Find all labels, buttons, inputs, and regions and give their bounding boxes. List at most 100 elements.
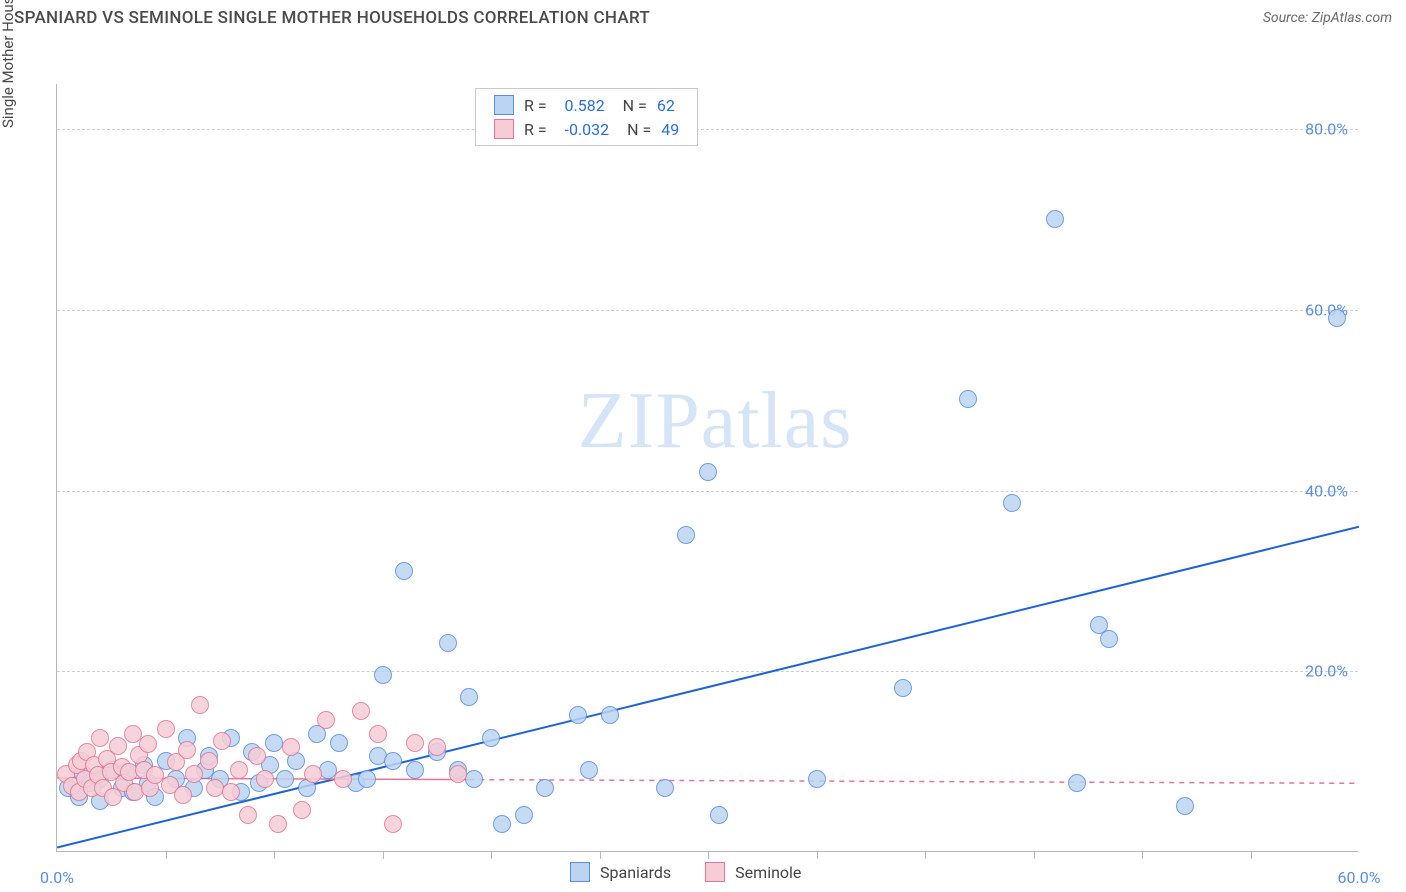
series-legend-item: Spaniards bbox=[570, 862, 671, 882]
gridline bbox=[57, 129, 1358, 130]
data-point bbox=[808, 770, 826, 788]
data-point bbox=[91, 729, 109, 747]
x-tick-label: 0.0% bbox=[40, 868, 74, 887]
data-point bbox=[369, 725, 387, 743]
data-point bbox=[428, 738, 446, 756]
data-point bbox=[1046, 210, 1064, 228]
data-point bbox=[276, 770, 294, 788]
y-axis-label: Single Mother Households bbox=[0, 0, 17, 128]
data-point bbox=[185, 765, 203, 783]
chart-title: SPANIARD VS SEMINOLE SINGLE MOTHER HOUSE… bbox=[14, 8, 650, 28]
legend-swatch bbox=[494, 119, 514, 139]
data-point bbox=[269, 815, 287, 833]
data-point bbox=[384, 752, 402, 770]
data-point bbox=[482, 729, 500, 747]
data-point bbox=[395, 562, 413, 580]
legend-r-value: 0.582 bbox=[565, 96, 605, 115]
data-point bbox=[1176, 797, 1194, 815]
data-point bbox=[1068, 774, 1086, 792]
data-point bbox=[174, 786, 192, 804]
x-tick bbox=[600, 851, 601, 859]
data-point bbox=[213, 732, 231, 750]
data-point bbox=[406, 761, 424, 779]
data-point bbox=[304, 765, 322, 783]
x-tick bbox=[166, 851, 167, 859]
data-point bbox=[265, 734, 283, 752]
data-point bbox=[1100, 630, 1118, 648]
x-tick bbox=[1034, 851, 1035, 859]
legend-n-value: 62 bbox=[657, 96, 675, 115]
x-tick bbox=[274, 851, 275, 859]
correlation-legend-row: R = 0.582 N = 62 bbox=[494, 95, 679, 115]
watermark: ZIPatlas bbox=[578, 376, 853, 467]
data-point bbox=[449, 765, 467, 783]
legend-swatch bbox=[705, 862, 725, 882]
data-point bbox=[334, 770, 352, 788]
legend-swatch bbox=[494, 95, 514, 115]
data-point bbox=[460, 688, 478, 706]
gridline bbox=[57, 310, 1358, 311]
x-tick-label: 60.0% bbox=[1338, 868, 1381, 887]
data-point bbox=[384, 815, 402, 833]
data-point bbox=[352, 702, 370, 720]
data-point bbox=[569, 706, 587, 724]
data-point bbox=[293, 801, 311, 819]
x-tick bbox=[1251, 851, 1252, 859]
data-point bbox=[493, 815, 511, 833]
data-point bbox=[139, 735, 157, 753]
data-point bbox=[191, 696, 209, 714]
legend-n-label: N = bbox=[615, 96, 647, 115]
source-label: Source: ZipAtlas.com bbox=[1263, 10, 1392, 26]
data-point bbox=[317, 711, 335, 729]
legend-r-label: R = bbox=[524, 96, 555, 115]
legend-r-label: R = bbox=[524, 120, 555, 139]
data-point bbox=[439, 634, 457, 652]
data-point bbox=[656, 779, 674, 797]
data-point bbox=[580, 761, 598, 779]
data-point bbox=[406, 734, 424, 752]
data-point bbox=[677, 526, 695, 544]
gridline bbox=[57, 671, 1358, 672]
x-tick bbox=[817, 851, 818, 859]
data-point bbox=[239, 806, 257, 824]
plot-area: ZIPatlas 20.0%40.0%60.0%80.0%0.0%60.0%R … bbox=[56, 84, 1358, 852]
data-point bbox=[200, 752, 218, 770]
y-tick-label: 20.0% bbox=[1305, 662, 1348, 681]
x-tick bbox=[491, 851, 492, 859]
data-point bbox=[282, 738, 300, 756]
y-tick-label: 80.0% bbox=[1305, 120, 1348, 139]
data-point bbox=[959, 390, 977, 408]
data-point bbox=[248, 747, 266, 765]
data-point bbox=[330, 734, 348, 752]
data-point bbox=[710, 806, 728, 824]
gridline bbox=[57, 491, 1358, 492]
series-legend: Spaniards Seminole bbox=[570, 862, 801, 882]
data-point bbox=[536, 779, 554, 797]
data-point bbox=[222, 783, 240, 801]
data-point bbox=[157, 720, 175, 738]
legend-swatch bbox=[570, 862, 590, 882]
data-point bbox=[894, 679, 912, 697]
data-point bbox=[230, 761, 248, 779]
correlation-legend-row: R = -0.032 N = 49 bbox=[494, 119, 679, 139]
data-point bbox=[374, 666, 392, 684]
data-point bbox=[601, 706, 619, 724]
data-point bbox=[256, 770, 274, 788]
data-point bbox=[515, 806, 533, 824]
y-tick-label: 40.0% bbox=[1305, 481, 1348, 500]
data-point bbox=[109, 737, 127, 755]
legend-n-value: 49 bbox=[661, 120, 679, 139]
x-tick bbox=[1142, 851, 1143, 859]
data-point bbox=[358, 770, 376, 788]
series-legend-label: Spaniards bbox=[600, 863, 671, 882]
legend-r-value: -0.032 bbox=[565, 120, 610, 139]
data-point bbox=[699, 463, 717, 481]
data-point bbox=[1003, 494, 1021, 512]
x-tick bbox=[383, 851, 384, 859]
x-tick bbox=[925, 851, 926, 859]
data-point bbox=[1328, 309, 1346, 327]
correlation-legend: R = 0.582 N = 62R = -0.032 N = 49 bbox=[475, 88, 698, 146]
series-legend-item: Seminole bbox=[705, 862, 801, 882]
series-legend-label: Seminole bbox=[735, 863, 801, 882]
data-point bbox=[178, 741, 196, 759]
